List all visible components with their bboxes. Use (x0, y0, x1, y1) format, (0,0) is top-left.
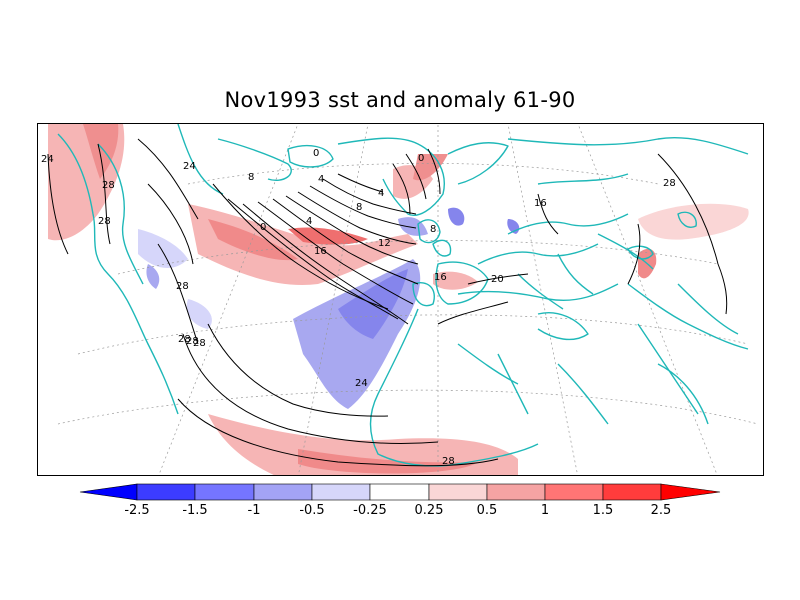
contour-label: 16 (534, 198, 547, 209)
anomaly-positive-region (288, 227, 368, 245)
sst-contours (47, 138, 728, 467)
contour-label: 12 (378, 238, 391, 249)
contour-label: 16 (434, 272, 447, 283)
colorbar-tick-label: -0.5 (299, 503, 324, 518)
contour-label: 4 (306, 216, 312, 227)
colorbar: -2.5 -1.5 -1 -0.5 -0.25 0.25 0.5 1 1.5 2… (79, 483, 721, 518)
colorbar-box (428, 483, 488, 501)
anomaly-positive-region (413, 154, 448, 181)
colorbar-tick-label: -0.25 (353, 503, 387, 518)
coastlines (57, 124, 749, 467)
colorbar-box (369, 483, 430, 501)
anomaly-positive-region (188, 204, 418, 285)
contour-label: 28 (102, 180, 115, 191)
colorbar-tick-label: 0.5 (477, 503, 498, 518)
contour-label: 28 (178, 334, 191, 345)
colorbar-tick-label: -1 (248, 503, 261, 518)
anomaly-negative-region (138, 229, 188, 269)
graticule (57, 124, 759, 475)
anomaly-positive-region (208, 219, 298, 261)
colorbar-box (602, 483, 662, 501)
map-title: Nov1993 sst and anomaly 61-90 (224, 88, 576, 112)
contour-label: 4 (378, 188, 384, 199)
contour-label: 28 (186, 336, 199, 347)
colorbar-tick-label: 0.25 (415, 503, 444, 518)
colorbar-box (136, 483, 196, 501)
colorbar-box (253, 483, 313, 501)
contour-label: 4 (318, 174, 324, 185)
contour-label: 0 (313, 148, 319, 159)
anomaly-negative-region (448, 207, 465, 226)
contour-label: 24 (355, 378, 368, 389)
anomaly-positive-region (433, 271, 478, 290)
colorbar-tick-label: 1.5 (593, 503, 614, 518)
colorbar-box (544, 483, 604, 501)
contour-label-layer: 24 28 24 28 28 28 8 0 0 4 4 0 4 8 16 12 … (41, 148, 676, 467)
contour-label: 20 (491, 274, 504, 285)
contour-label: 24 (183, 161, 196, 172)
anomaly-shading (48, 124, 749, 475)
contour-label: 8 (430, 224, 436, 235)
contour-label: 24 (41, 154, 54, 165)
colorbar-box (486, 483, 546, 501)
contour-label: 28 (442, 456, 455, 467)
anomaly-positive-region (83, 124, 119, 179)
contour-label: 0 (260, 222, 266, 233)
colorbar-tick-label: 1 (541, 503, 549, 518)
anomaly-negative-region (146, 264, 160, 289)
contour-label: 28 (663, 178, 676, 189)
colorbar-boxes (79, 483, 721, 501)
contour-label: 28 (176, 281, 189, 292)
anomaly-positive-region (298, 449, 478, 474)
colorbar-arrow-low (79, 483, 138, 501)
anomaly-negative-region (398, 217, 428, 236)
colorbar-tick-label: 2.5 (651, 503, 672, 518)
anomaly-positive-region (208, 414, 518, 475)
colorbar-box (194, 483, 255, 501)
anomaly-positive-region (638, 203, 749, 240)
contour-label: 8 (248, 172, 254, 183)
sst-map: 24 28 24 28 28 28 8 0 0 4 4 0 4 8 16 12 … (41, 124, 759, 475)
contour-label: 16 (314, 246, 327, 257)
colorbar-tick-label: -1.5 (182, 503, 207, 518)
anomaly-negative-region (186, 299, 212, 329)
contour-label: 8 (356, 202, 362, 213)
colorbar-tick-labels: -2.5 -1.5 -1 -0.5 -0.25 0.25 0.5 1 1.5 2… (124, 503, 671, 518)
colorbar-tick-label: -2.5 (124, 503, 149, 518)
contour-label: 28 (193, 338, 206, 349)
colorbar-arrow-high (660, 483, 721, 501)
contour-label: 0 (418, 153, 424, 164)
map-panel: 24 28 24 28 28 28 8 0 0 4 4 0 4 8 16 12 … (37, 123, 764, 476)
colorbar-box (311, 483, 371, 501)
contour-label: 28 (98, 216, 111, 227)
